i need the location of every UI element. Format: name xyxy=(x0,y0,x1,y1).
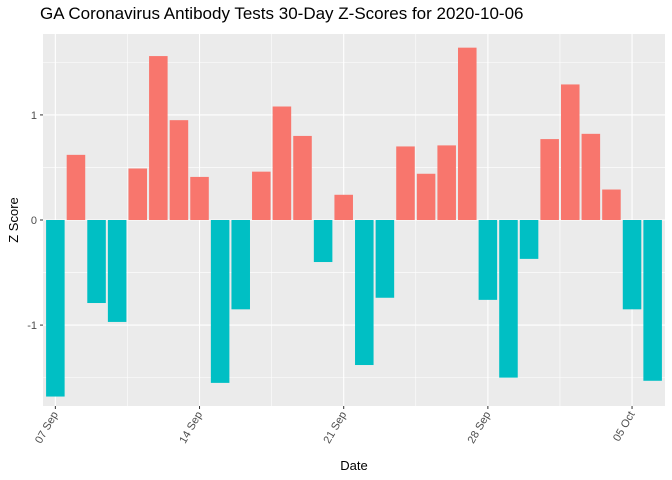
bar-2020-09-09 xyxy=(87,220,106,304)
bar-2020-09-26 xyxy=(437,145,456,220)
bar-2020-10-02 xyxy=(560,84,580,221)
x-tick-label: 07 Sep xyxy=(33,410,61,446)
bars xyxy=(46,47,662,397)
x-tick-label: 05 Oct xyxy=(611,410,638,444)
chart-title: GA Coronavirus Antibody Tests 30-Day Z-S… xyxy=(40,4,524,23)
bar-2020-09-16 xyxy=(231,220,250,310)
bar-2020-09-20 xyxy=(313,220,333,263)
y-tick-label: 0 xyxy=(31,215,37,227)
bar-2020-09-28 xyxy=(478,220,498,300)
bar-2020-09-27 xyxy=(458,47,477,221)
bar-2020-09-18 xyxy=(272,106,292,220)
bar-2020-09-11 xyxy=(128,168,148,220)
bar-2020-09-25 xyxy=(416,173,436,220)
y-axis: -1 0 1 xyxy=(27,110,43,332)
bar-2020-09-21 xyxy=(334,194,353,220)
bar-2020-09-15 xyxy=(210,220,230,383)
x-axis-title: Date xyxy=(340,458,367,473)
x-tick-label: 28 Sep xyxy=(466,409,494,445)
bar-2020-09-19 xyxy=(293,135,312,220)
bar-2020-10-05 xyxy=(622,220,642,310)
bar-2020-09-13 xyxy=(169,120,189,220)
bar-2020-09-24 xyxy=(396,146,415,220)
bar-2020-10-04 xyxy=(602,189,621,220)
bar-2020-09-30 xyxy=(519,220,539,259)
x-axis: 07 Sep 14 Sep 21 Sep 28 Sep 05 Oct xyxy=(33,406,638,446)
bar-2020-10-01 xyxy=(540,139,559,220)
y-tick-label: 1 xyxy=(31,110,37,122)
x-tick-label: 14 Sep xyxy=(177,410,205,446)
y-tick-label: -1 xyxy=(27,320,37,332)
bar-2020-09-22 xyxy=(355,220,374,366)
bar-2020-09-12 xyxy=(149,56,168,220)
y-axis-title: Z Score xyxy=(6,197,21,243)
bar-2020-10-06 xyxy=(643,220,662,381)
bar-2020-10-03 xyxy=(581,133,601,220)
bar-2020-09-14 xyxy=(190,176,209,220)
x-tick-label: 21 Sep xyxy=(321,410,349,446)
bar-2020-09-10 xyxy=(107,220,127,322)
bar-2020-09-23 xyxy=(375,220,395,298)
bar-2020-09-07 xyxy=(46,220,65,397)
bar-2020-09-17 xyxy=(252,171,271,220)
bar-2020-09-08 xyxy=(66,154,86,220)
bar-2020-09-29 xyxy=(499,220,518,378)
